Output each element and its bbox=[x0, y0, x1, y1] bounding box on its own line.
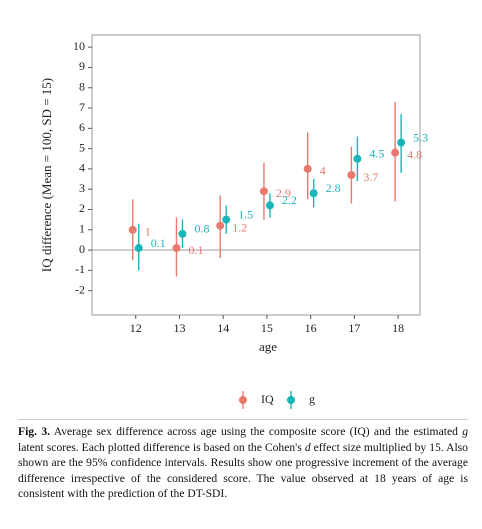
value-label: 4 bbox=[320, 164, 326, 178]
y-tick-label: 2 bbox=[79, 201, 85, 215]
y-tick-label: 9 bbox=[79, 59, 85, 73]
value-label: 4.8 bbox=[407, 147, 422, 161]
point bbox=[216, 221, 225, 230]
point bbox=[309, 189, 318, 198]
y-axis-title: IQ difference (Mean = 100, SD = 15) bbox=[39, 78, 54, 272]
point bbox=[353, 154, 362, 163]
caption-text: Average sex difference across age using … bbox=[53, 425, 463, 438]
y-tick-label: 8 bbox=[79, 80, 85, 94]
caption-italic: g bbox=[462, 425, 469, 438]
caption-text: effect size multiplied by 15. Also shown… bbox=[18, 440, 468, 501]
point bbox=[265, 201, 274, 210]
x-axis-title: age bbox=[259, 339, 277, 354]
x-tick-label: 14 bbox=[217, 321, 229, 335]
caption-label: Fig. 3. bbox=[18, 425, 51, 438]
point bbox=[222, 215, 231, 224]
point bbox=[391, 148, 400, 157]
y-tick-label: 0 bbox=[79, 242, 85, 256]
legend-label: g bbox=[309, 392, 315, 406]
chart: IQ difference (Mean = 100, SD = 15) age … bbox=[39, 34, 428, 409]
x-tick-label: 16 bbox=[305, 321, 317, 335]
point bbox=[178, 229, 187, 238]
value-label: 0.1 bbox=[151, 236, 166, 250]
y-tick-label: 6 bbox=[79, 120, 85, 134]
value-label: 1.2 bbox=[232, 220, 247, 234]
value-label: 1 bbox=[145, 225, 151, 239]
panel bbox=[91, 34, 421, 316]
caption-text: latent scores. Each plotted difference i… bbox=[18, 440, 305, 454]
point bbox=[172, 244, 181, 253]
value-label: 3.7 bbox=[363, 170, 378, 184]
y-tick-label: 10 bbox=[73, 39, 85, 53]
value-label: 1.5 bbox=[238, 207, 253, 221]
point bbox=[128, 225, 137, 234]
y-tick-label: 4 bbox=[79, 161, 85, 175]
point bbox=[259, 187, 268, 196]
legend-label: IQ bbox=[261, 392, 274, 406]
y-tick-label: 7 bbox=[79, 100, 85, 114]
caption-italic: d bbox=[304, 440, 311, 454]
value-label: 4.5 bbox=[369, 147, 384, 161]
value-label: 2.2 bbox=[282, 193, 297, 207]
value-label: 2.9 bbox=[276, 186, 291, 200]
x-tick-label: 13 bbox=[173, 321, 185, 335]
caption: Fig. 3. Average sex difference across ag… bbox=[18, 419, 468, 502]
point bbox=[347, 171, 356, 179]
y-tick-label: 3 bbox=[79, 181, 85, 195]
value-label: 0.8 bbox=[194, 222, 209, 236]
y-tick-label: -1 bbox=[75, 262, 85, 276]
y-tick-label: 1 bbox=[79, 222, 85, 236]
point bbox=[134, 244, 143, 253]
value-label: 5.3 bbox=[413, 130, 428, 144]
x-tick-label: 15 bbox=[261, 321, 273, 335]
x-tick-label: 18 bbox=[392, 321, 404, 335]
y-tick-label: -2 bbox=[75, 282, 85, 296]
value-label: 2.8 bbox=[326, 181, 341, 195]
value-label: 0.1 bbox=[188, 243, 203, 257]
point bbox=[397, 138, 406, 147]
y-tick-label: 5 bbox=[79, 140, 85, 154]
legend-symbol bbox=[287, 396, 295, 404]
x-tick-label: 17 bbox=[348, 321, 360, 335]
point bbox=[303, 164, 312, 173]
legend-symbol bbox=[239, 396, 247, 404]
x-tick-label: 12 bbox=[130, 321, 142, 335]
